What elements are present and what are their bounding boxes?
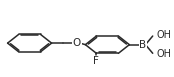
Text: B: B bbox=[139, 40, 147, 50]
Text: OH: OH bbox=[156, 49, 171, 59]
Text: OH: OH bbox=[156, 30, 171, 40]
Text: O: O bbox=[73, 38, 81, 48]
Text: F: F bbox=[93, 56, 99, 66]
